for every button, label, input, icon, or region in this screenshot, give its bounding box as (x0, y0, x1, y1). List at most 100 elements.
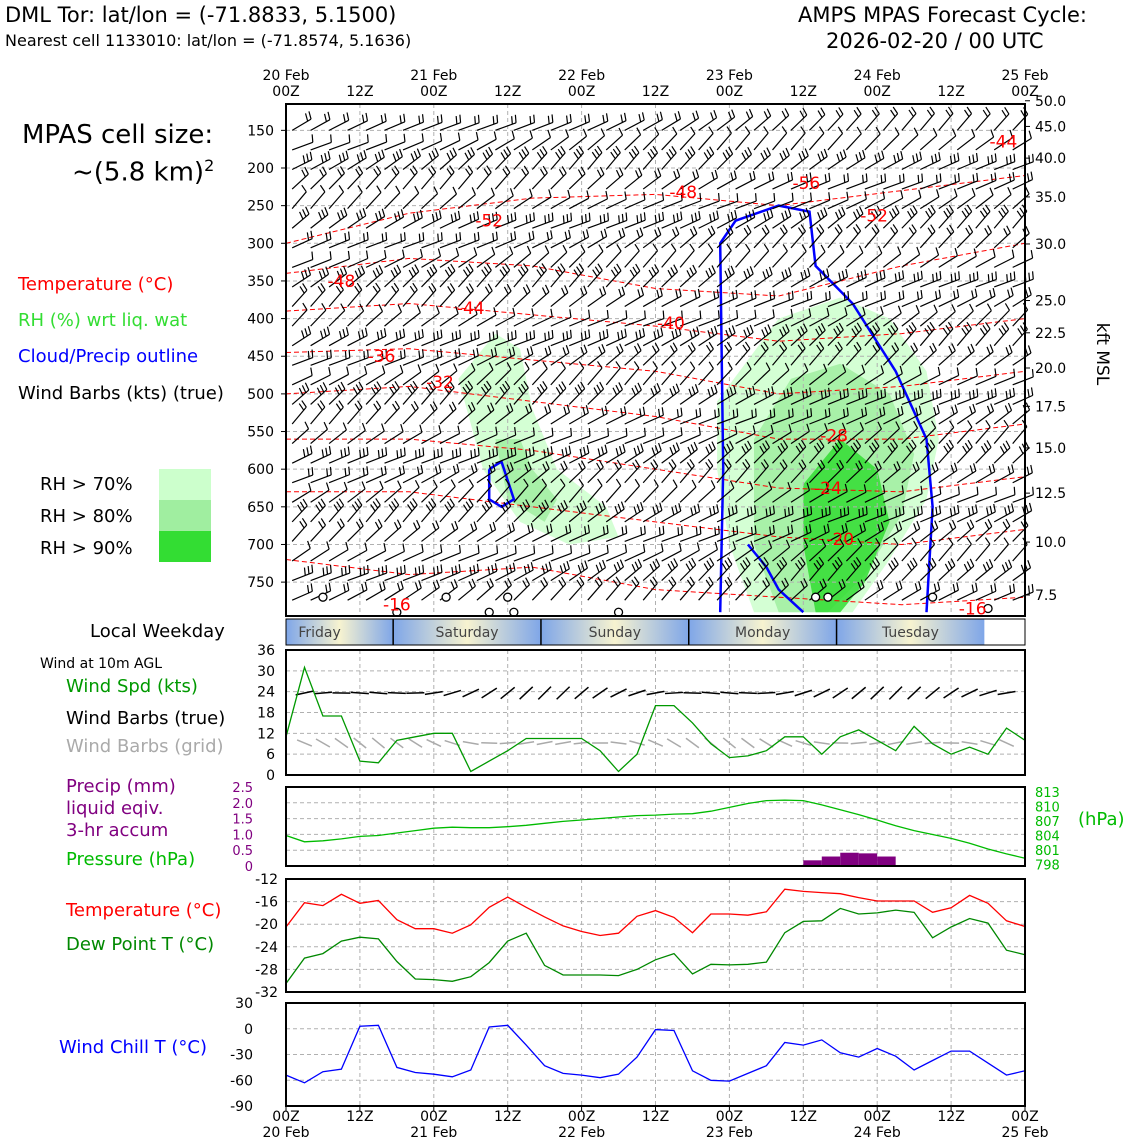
wind-barb-feather (563, 563, 567, 572)
wind-barb-feather (304, 166, 309, 175)
wind-barb-staff (735, 488, 754, 503)
wind-barb-feather (974, 288, 978, 297)
wind-barb-feather (430, 165, 437, 173)
wind-barb-feather (642, 328, 646, 337)
wind-barb-staff (735, 132, 751, 151)
wind-barb-feather (385, 134, 388, 143)
wind-barb-staff (291, 258, 313, 268)
wind-barb-staff (347, 289, 363, 307)
pressure-unit-label: (hPa) (1078, 809, 1125, 830)
wind-barb-feather (752, 209, 756, 218)
wind-barb (772, 539, 791, 562)
wind-barb-feather (400, 233, 403, 242)
wind-barb-feather (432, 522, 437, 531)
wind-barb-staff (883, 492, 904, 503)
wind-barb (716, 243, 732, 268)
wind-barb-feather (306, 584, 310, 594)
wind-barb (568, 263, 585, 288)
wind-barb-feather (820, 107, 826, 115)
wind-barb (790, 207, 810, 229)
temperature-tick-label: -32 (255, 985, 278, 1001)
wind-barb-feather (319, 384, 325, 393)
wind-barb-feather (795, 445, 801, 454)
wind-barb (550, 345, 570, 366)
wind-barb-feather (509, 564, 513, 573)
wind-barb-staff (458, 552, 480, 562)
wind-barb-staff (1012, 494, 1034, 503)
wind-barb (421, 305, 440, 327)
wind-barb-staff (421, 155, 439, 170)
wind-barb-feather (690, 126, 696, 134)
wind-barb-staff (864, 252, 883, 268)
wind-barb-feather (761, 329, 766, 338)
wind-barb-staff (993, 161, 1015, 171)
wind-barb-feather (1007, 402, 1013, 411)
wind-barb (421, 248, 442, 268)
wind-barb-staff (679, 233, 698, 249)
wind-barb-feather (754, 309, 757, 318)
wind-barb-staff (587, 235, 607, 249)
wind-barb (661, 542, 682, 562)
wind-barb-feather (466, 286, 472, 294)
wind-barb (495, 188, 514, 210)
wind-barb-feather (736, 525, 739, 534)
wind-barb-staff (402, 312, 421, 327)
wind-barb-feather (888, 563, 894, 571)
wind-barb-feather (687, 446, 692, 455)
wind-barb-feather (560, 502, 565, 511)
wind-barb-staff (975, 471, 996, 484)
wind-barb-feather (1019, 207, 1025, 215)
true-wind-barb (907, 686, 922, 700)
wind-barb-feather (710, 112, 714, 121)
wind-barb-feather (731, 109, 736, 118)
wind-barb-feather (640, 527, 643, 536)
wind-barb-feather (662, 525, 665, 534)
wind-barb (827, 459, 845, 484)
wind-barb (550, 145, 566, 170)
wind-barb (495, 446, 517, 464)
wind-barb-feather (818, 126, 825, 134)
wind-barb (846, 506, 868, 523)
wind-barb-feather (820, 323, 826, 331)
wind-barb-staff (956, 136, 976, 151)
wind-barb-feather (975, 504, 978, 513)
wind-barb-feather (742, 344, 748, 352)
wind-barb (716, 504, 738, 523)
wind-barb (864, 341, 881, 366)
wind-barb-feather (954, 404, 958, 413)
wind-barb-staff (458, 139, 479, 151)
wind-barb (347, 150, 367, 171)
wind-barb-feather (1005, 347, 1010, 355)
wind-barb-staff (606, 435, 628, 445)
wind-barb-feather (455, 247, 460, 256)
wind-barb-feather (476, 426, 479, 435)
wind-barb-feather (726, 126, 732, 134)
wind-barb-feather (989, 505, 993, 514)
wind-barb-feather (640, 213, 643, 222)
wind-barb-feather (958, 388, 960, 397)
top-date-label: 23 Feb (706, 68, 753, 84)
wind-barb (365, 519, 383, 542)
wind-barb-feather (709, 214, 712, 223)
wind-barb (513, 245, 532, 268)
wind-barb-feather (810, 290, 813, 299)
wind-barb-staff (827, 429, 846, 445)
wind-barb (513, 212, 536, 229)
wind-barb-feather (587, 113, 591, 122)
wind-barb-feather (678, 542, 682, 551)
wind-barb (809, 538, 827, 562)
wind-barb-feather (711, 441, 716, 450)
top-time-tick-label: 12Z (494, 84, 521, 100)
wind-barb (494, 263, 511, 288)
wind-barb (938, 247, 958, 268)
wind-barb-feather (1003, 419, 1009, 428)
wind-barb (458, 362, 476, 386)
wind-barb-feather (1025, 186, 1030, 195)
wind-barb-feather (551, 427, 554, 436)
wind-barb (476, 362, 494, 386)
wind-barb-feather (930, 204, 936, 213)
wind-barb (513, 523, 534, 542)
wind-barb (772, 408, 794, 425)
wind-barb-feather (503, 501, 509, 510)
wind-barb (772, 482, 792, 503)
